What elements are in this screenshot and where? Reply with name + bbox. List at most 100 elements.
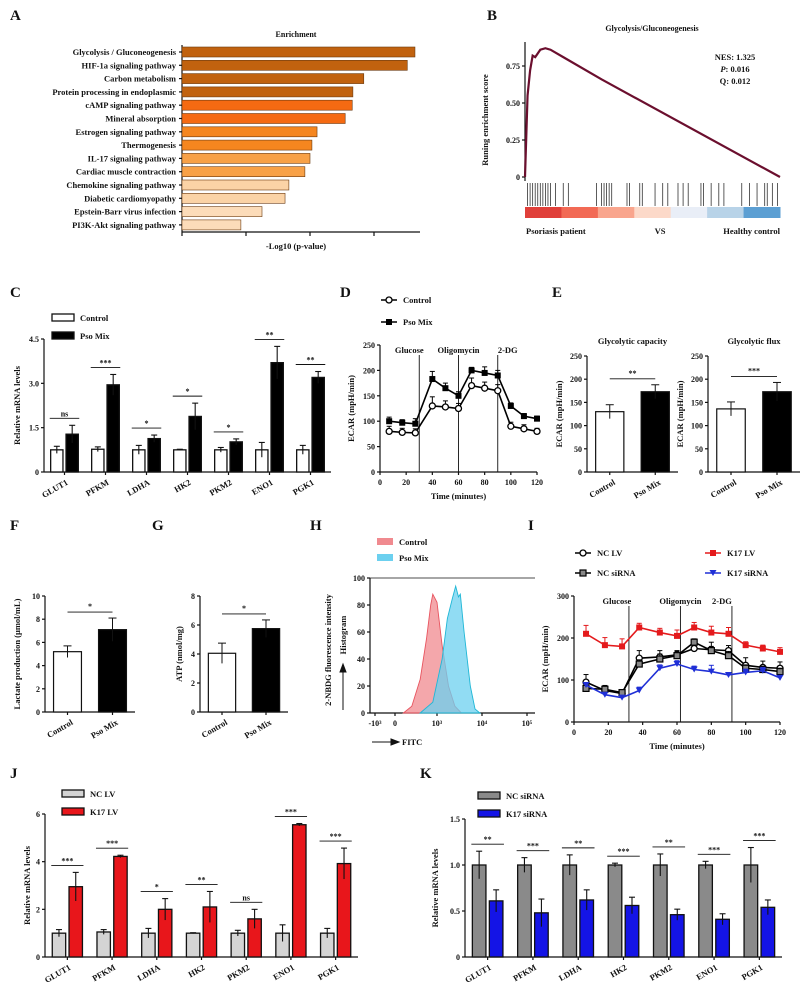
y-tick-label: 100 — [557, 676, 569, 685]
significance-label: *** — [285, 808, 297, 817]
pathway-label: Protein processing in endoplasmic — [52, 87, 176, 97]
rank-colorbar-segment — [670, 207, 708, 218]
data-point — [398, 428, 406, 437]
legend-label: Control — [399, 537, 428, 547]
x-tick-label: Pso Mix — [242, 717, 273, 741]
y-tick-label: 0.25 — [506, 136, 520, 145]
y-tick-label: 0 — [578, 468, 582, 477]
injection-label: Glucose — [395, 345, 424, 355]
bar-nc-lv — [96, 931, 112, 958]
x-tick-label: HK2 — [186, 962, 206, 979]
data-point — [618, 694, 626, 701]
bar-pso-mix — [147, 437, 161, 473]
enrichment-bar — [181, 219, 242, 231]
data-point — [690, 666, 698, 673]
y-axis-label: ECAR (mpH/min) — [346, 375, 356, 442]
legend-label: NC LV — [90, 789, 116, 799]
significance-label: *** — [330, 832, 342, 841]
group-label-vs: VS — [655, 226, 666, 236]
chart-title: Glycolytic capacity — [598, 336, 668, 346]
y-axis-label: Relative mRNA levels — [12, 365, 22, 445]
legend-swatch — [61, 789, 85, 798]
data-point — [673, 661, 681, 668]
bar-pso-mix — [106, 384, 120, 473]
x-tick-label: 60 — [673, 728, 681, 737]
bar-k17-sirna — [715, 918, 731, 958]
chart-title: Enrichment — [276, 30, 317, 39]
bar-control — [214, 449, 228, 473]
significance-label: * — [155, 883, 159, 892]
rank-colorbar-segment — [634, 207, 672, 218]
rank-colorbar-segment — [597, 207, 635, 218]
pathway-label: Diabetic cardiomyopathy — [84, 193, 177, 203]
x-tick-label: PFKM — [511, 962, 538, 983]
legend-label: K17 siRNA — [727, 568, 769, 578]
pathway-label: Chemokine signaling pathway — [66, 180, 176, 190]
panel-label-e: E — [552, 285, 562, 301]
pathway-label: Mineral absorption — [105, 114, 176, 124]
y-tick-label: 1.0 — [450, 861, 460, 870]
injection-label: Oligomycin — [437, 345, 479, 355]
x-axis-label: -Log10 (p-value) — [266, 241, 326, 251]
series-line-nc-lv — [585, 647, 781, 695]
enrichment-bar — [181, 139, 313, 151]
y-tick-label: 100 — [570, 422, 582, 431]
panel-label-i: I — [528, 518, 534, 534]
y-tick-label: 200 — [691, 375, 703, 384]
y-axis-label: Relative mRNA levels — [430, 848, 440, 928]
y-tick-label: 1.5 — [29, 424, 39, 433]
data-point — [533, 427, 541, 436]
legend-swatch — [51, 331, 75, 340]
data-point — [636, 624, 643, 631]
legend-swatch — [377, 538, 393, 545]
significance-label: ** — [629, 369, 637, 378]
data-point — [635, 687, 643, 694]
data-point — [776, 674, 784, 681]
legend-label: Pso Mix — [399, 553, 429, 563]
x-tick-label: LDHA — [125, 477, 152, 498]
y-axis-label: ECAR (mpH/min) — [675, 380, 685, 447]
significance-label: * — [227, 423, 231, 432]
significance-label: *** — [748, 366, 760, 375]
significance-label: ** — [574, 839, 582, 848]
x-axis-label: Time (minutes) — [649, 741, 704, 751]
data-point — [455, 392, 462, 399]
data-point — [601, 691, 609, 698]
x-tick-label: 20 — [604, 728, 612, 737]
data-point — [691, 624, 698, 631]
y-tick-label: 0.50 — [506, 99, 520, 108]
significance-label: * — [88, 602, 92, 611]
nes-annotation: NES: 1.325 — [715, 52, 756, 62]
y-tick-label: 80 — [357, 601, 365, 610]
data-point — [707, 646, 715, 655]
significance-label: ** — [484, 835, 492, 844]
legend-marker — [386, 319, 392, 325]
bar-control — [716, 408, 746, 473]
data-point — [742, 642, 749, 649]
x-tick-label: 10³ — [432, 719, 443, 728]
data-point — [708, 629, 715, 636]
data-point — [428, 402, 436, 410]
x-tick-label: Pso Mix — [89, 717, 120, 741]
pathway-label: Cardiac muscle contraction — [76, 167, 176, 177]
data-point — [494, 387, 502, 395]
data-point — [619, 643, 626, 650]
data-point — [724, 652, 733, 660]
y-tick-label: 0 — [36, 708, 40, 717]
pathway-label: IL-17 signaling pathway — [88, 153, 177, 163]
data-point — [690, 644, 698, 653]
x-tick-label: 120 — [531, 478, 543, 487]
enrichment-bar — [181, 86, 354, 98]
enrichment-bar — [181, 166, 306, 177]
y-tick-label: 250 — [570, 352, 582, 361]
y-axis-label: Lactate production (μmol/mL) — [12, 598, 22, 709]
x-tick-label: PKM2 — [225, 962, 251, 983]
y-tick-label: 60 — [357, 628, 365, 637]
bar-k17-lv — [113, 855, 128, 958]
y-tick-label: 0.5 — [450, 907, 460, 916]
y-axis-label-histogram: Histogram — [338, 616, 348, 655]
bar-nc-lv — [185, 932, 201, 958]
y-axis-label: Runing enrichment score — [480, 74, 490, 166]
y-tick-label: 0 — [191, 708, 195, 717]
pathway-label: Thermogenesis — [121, 140, 176, 150]
